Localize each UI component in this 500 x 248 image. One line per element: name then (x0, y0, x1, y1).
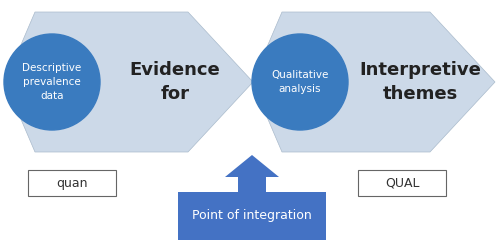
FancyBboxPatch shape (28, 170, 116, 196)
Polygon shape (5, 12, 253, 152)
Text: quan: quan (56, 177, 88, 189)
Circle shape (4, 34, 100, 130)
Text: Interpretive
themes: Interpretive themes (359, 61, 481, 103)
Text: Evidence
for: Evidence for (130, 61, 220, 103)
Polygon shape (252, 12, 495, 152)
Text: Descriptive
prevalence
data: Descriptive prevalence data (22, 63, 82, 101)
Text: QUAL: QUAL (385, 177, 419, 189)
FancyBboxPatch shape (178, 192, 326, 240)
FancyBboxPatch shape (358, 170, 446, 196)
Text: Point of integration: Point of integration (192, 210, 312, 222)
Polygon shape (225, 155, 279, 194)
Text: Qualitative
analysis: Qualitative analysis (272, 70, 328, 94)
Circle shape (252, 34, 348, 130)
